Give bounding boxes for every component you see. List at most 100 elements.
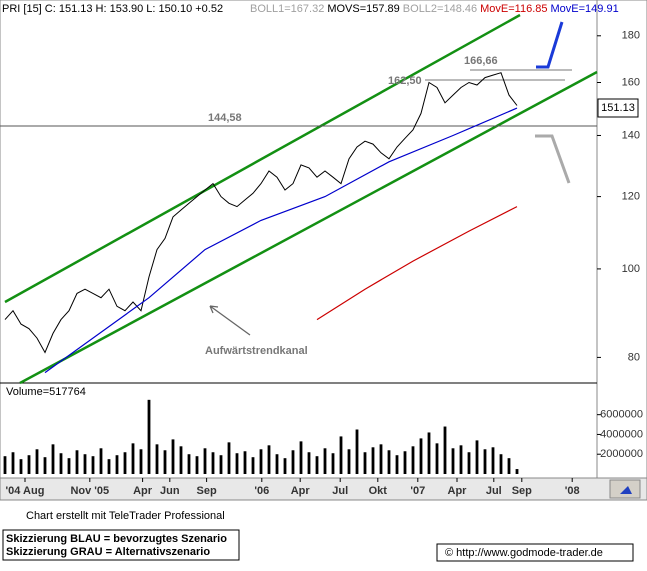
legend-line: Skizzierung BLAU = bevorzugtes Szenario xyxy=(6,533,227,545)
annotation: 144,58 xyxy=(208,112,242,124)
volume-bar xyxy=(435,443,439,474)
volume-tick-label: 2000000 xyxy=(600,448,643,460)
volume-bar xyxy=(491,447,495,474)
price-line xyxy=(4,72,518,354)
source-box xyxy=(436,543,634,562)
volume-bar xyxy=(371,447,375,474)
volume-bar xyxy=(403,451,407,474)
volume-bar xyxy=(195,456,199,474)
nav-icon xyxy=(620,486,632,494)
volume-bar xyxy=(187,454,191,474)
x-tick-label: Jul xyxy=(486,485,502,497)
volume-bar xyxy=(499,454,503,474)
x-tick-label: '04 Aug xyxy=(6,485,45,497)
x-tick-label: '06 xyxy=(254,485,269,497)
volume-bar xyxy=(35,449,39,474)
price-line xyxy=(44,107,518,374)
volume-bar xyxy=(19,459,23,474)
volume-bar xyxy=(203,448,207,474)
channel-upper xyxy=(4,13,521,304)
volume-bar xyxy=(323,448,327,474)
volume-bar xyxy=(179,446,183,474)
volume-bar xyxy=(27,455,31,474)
volume-bar xyxy=(387,450,391,474)
volume-bar xyxy=(59,453,63,474)
volume-bar xyxy=(315,456,319,474)
y-tick-label: 120 xyxy=(622,191,640,203)
volume-bar xyxy=(67,458,71,474)
volume-bar xyxy=(243,451,247,474)
y-tick-label: 100 xyxy=(622,263,640,275)
volume-bar xyxy=(299,441,303,474)
x-tick-label: Apr xyxy=(133,485,153,497)
volume-bar xyxy=(275,454,279,474)
volume-bar xyxy=(11,452,15,474)
x-tick-label: Apr xyxy=(291,485,311,497)
indicator: BOLL1=167.32 xyxy=(250,3,324,15)
volume-bar xyxy=(291,450,295,474)
legend-line: Skizzierung GRAU = Alternativszenario xyxy=(6,546,210,558)
volume-bar xyxy=(131,443,135,474)
volume-bar xyxy=(259,449,263,474)
indicator: MovE=149.91 xyxy=(551,3,619,15)
volume-bar xyxy=(235,453,239,474)
volume-bar xyxy=(99,448,103,474)
volume-bar xyxy=(483,449,487,474)
volume-bar xyxy=(307,452,311,474)
volume-bar xyxy=(355,429,359,474)
volume-bar xyxy=(515,469,519,474)
volume-bar xyxy=(339,436,343,474)
volume-bar xyxy=(427,432,431,474)
volume-label: Volume=517764 xyxy=(6,386,86,398)
grey-scenario xyxy=(535,134,571,184)
annotation: Aufwärtstrendkanal xyxy=(205,345,308,357)
volume-bar xyxy=(211,452,215,474)
volume-bar xyxy=(443,426,447,474)
volume-bar xyxy=(163,450,167,474)
volume-bar xyxy=(227,442,231,474)
volume-bar xyxy=(379,444,383,474)
volume-bar xyxy=(475,440,479,474)
annotation: 162,50 xyxy=(388,75,422,87)
indicator: MovE=116.85 xyxy=(480,3,547,15)
legend-box xyxy=(2,529,240,561)
y-tick-label: 180 xyxy=(622,30,640,42)
x-tick-label: Jul xyxy=(332,485,348,497)
y-tick-label: 80 xyxy=(628,351,640,363)
volume-bar xyxy=(219,455,223,474)
y-tick-label: 160 xyxy=(622,76,640,88)
volume-bar xyxy=(419,438,423,474)
volume-bar xyxy=(411,446,415,474)
x-tick-label: '07 xyxy=(410,485,425,497)
volume-bar xyxy=(83,454,87,474)
annotation: 166,66 xyxy=(464,55,498,67)
volume-bar xyxy=(43,457,47,474)
volume-bar xyxy=(139,449,143,474)
volume-bar xyxy=(331,453,335,474)
volume-bar xyxy=(75,450,79,474)
channel-lower xyxy=(19,70,598,385)
last-price-box xyxy=(597,98,639,118)
price-line xyxy=(316,206,518,321)
volume-bar xyxy=(459,445,463,474)
volume-bar xyxy=(171,439,175,474)
y-tick-label: 140 xyxy=(622,129,640,141)
volume-bar xyxy=(155,444,159,474)
x-axis-strip xyxy=(0,477,647,501)
x-tick-label: Sep xyxy=(512,485,532,497)
volume-bar xyxy=(147,399,151,474)
volume-bar xyxy=(451,448,455,474)
x-tick-label: '08 xyxy=(565,485,580,497)
frame xyxy=(0,0,647,501)
x-tick-label: Nov '05 xyxy=(70,485,109,497)
header: PRI [15] C: 151.13 H: 153.90 L: 150.10 +… xyxy=(2,3,223,15)
volume-bar xyxy=(115,455,119,474)
volume-bar xyxy=(267,445,271,474)
volume-bar xyxy=(363,452,367,474)
volume-bar xyxy=(51,444,55,474)
volume-bar xyxy=(3,456,7,474)
volume-bar xyxy=(91,456,95,474)
volume-bar xyxy=(467,452,471,474)
volume-bar xyxy=(395,455,399,474)
